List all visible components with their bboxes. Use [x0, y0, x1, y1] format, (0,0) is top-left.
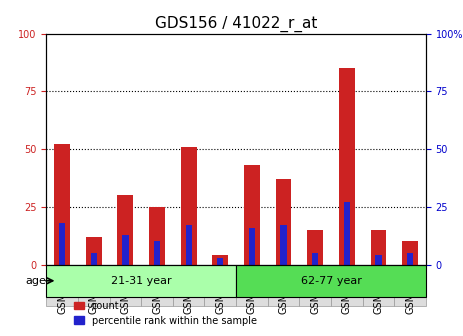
Bar	[110, 264, 141, 306]
Title: GDS156 / 41022_r_at: GDS156 / 41022_r_at	[155, 16, 317, 32]
Bar	[186, 225, 192, 264]
Bar	[244, 165, 260, 264]
Bar	[363, 264, 394, 306]
Bar	[154, 242, 160, 264]
Bar	[118, 195, 133, 264]
Bar	[149, 207, 165, 264]
FancyBboxPatch shape	[236, 264, 426, 297]
Bar	[59, 223, 65, 264]
FancyBboxPatch shape	[46, 264, 236, 297]
Bar	[236, 264, 268, 306]
Bar	[344, 202, 350, 264]
Bar	[249, 227, 255, 264]
Bar	[281, 225, 287, 264]
Text: age: age	[25, 276, 46, 286]
Bar	[407, 253, 413, 264]
Bar	[268, 264, 300, 306]
Bar	[54, 144, 70, 264]
Bar	[402, 242, 418, 264]
Legend: count, percentile rank within the sample: count, percentile rank within the sample	[70, 297, 260, 329]
Bar	[370, 230, 387, 264]
Bar	[300, 264, 331, 306]
Bar	[181, 147, 197, 264]
Bar	[205, 264, 236, 306]
Text: 62-77 year: 62-77 year	[300, 276, 362, 286]
Bar	[91, 253, 97, 264]
Bar	[339, 68, 355, 264]
Bar	[394, 264, 426, 306]
Bar	[173, 264, 205, 306]
Bar	[86, 237, 102, 264]
Bar	[213, 255, 228, 264]
Bar	[78, 264, 110, 306]
Bar	[375, 255, 382, 264]
Bar	[275, 179, 292, 264]
Bar	[331, 264, 363, 306]
Bar	[122, 235, 129, 264]
Bar	[217, 258, 224, 264]
Text: 21-31 year: 21-31 year	[111, 276, 171, 286]
Bar	[141, 264, 173, 306]
Bar	[46, 264, 78, 306]
Bar	[307, 230, 323, 264]
Bar	[312, 253, 319, 264]
